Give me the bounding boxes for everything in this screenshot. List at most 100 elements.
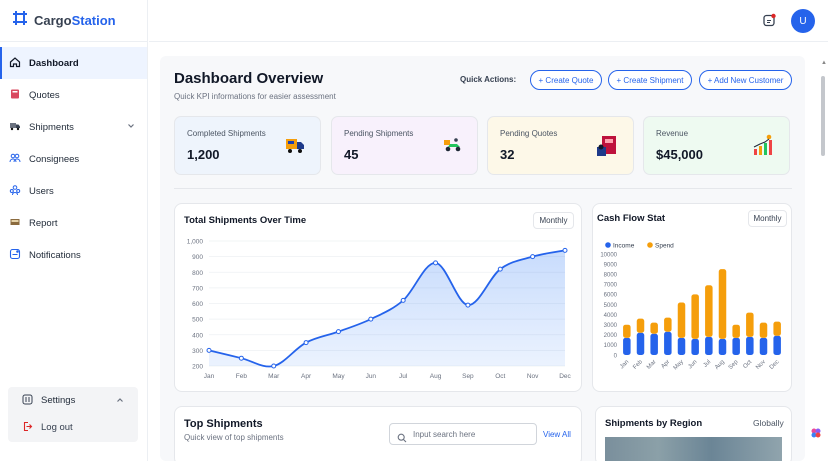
data-point [335,329,341,335]
scrollbar-thumb[interactable] [821,76,825,156]
create-shipment-button[interactable]: + Create Shipment [608,70,692,90]
view-all-link[interactable]: View All [543,430,571,439]
sidebar-item-dashboard[interactable]: Dashboard [0,47,147,79]
logout-button[interactable]: Log out [8,414,138,441]
y-tick-label: 800 [192,270,203,277]
kpi-completed-shipments[interactable]: Completed Shipments 1,200 [174,116,321,175]
total-shipments-title: Total Shipments Over Time [184,215,307,226]
region-scope-select[interactable]: Globally [753,418,784,428]
total-shipments-period-select[interactable]: Monthly [533,212,574,229]
delivery-scooter-icon [441,134,463,161]
scroll-up-icon[interactable]: ▲ [821,60,827,66]
shipment-search [389,423,537,445]
bar-segment [636,318,645,333]
sidebar-item-users[interactable]: Users [0,175,147,207]
data-point [271,363,277,369]
chevron-up-icon[interactable] [116,396,124,407]
data-point [530,254,536,260]
bar-segment [677,302,686,338]
x-tick-label: Jul [399,373,408,380]
kpi-title: Completed Shipments [187,129,266,138]
kpi-pending-shipments[interactable]: Pending Shipments 45 [331,116,478,175]
x-tick-label: Apr [660,359,671,370]
data-point [465,302,471,308]
brand-suffix: Station [71,13,116,28]
bar-segment [677,337,686,355]
y-tick-label: 500 [192,317,203,324]
search-input[interactable] [413,427,531,441]
page-subtitle: Quick KPI informations for easier assess… [174,92,336,101]
y-tick-label: 1000 [604,343,618,349]
shipments-by-region-title: Shipments by Region [605,418,703,429]
y-tick-label: 10000 [600,252,617,258]
bar-segment [650,322,658,334]
assistant-icon[interactable] [808,425,824,441]
legend-label: Spend [655,243,674,250]
x-tick-label: May [332,373,345,380]
kpi-title: Pending Shipments [344,129,414,138]
avatar[interactable]: U [791,9,815,33]
sidebar-item-notifications[interactable]: Notifications [0,239,147,271]
bar-segment [773,335,781,355]
logout-icon [22,421,33,435]
y-tick-label: 900 [192,254,203,261]
settings-menu[interactable]: Settings [8,387,138,414]
bar-segment [759,337,768,355]
logout-label: Log out [41,422,73,433]
bar-segment [650,333,658,355]
sidebar: CargoStation Dashboard Quotes Shipments … [0,0,148,461]
sidebar-item-quotes[interactable]: Quotes [0,79,147,111]
bar-segment [636,332,645,355]
scrollbar[interactable]: ▲ [820,56,827,461]
bar-segment [746,336,754,355]
delivery-truck-icon [284,134,306,161]
x-tick-label: Apr [301,373,312,380]
bar-segment [732,337,740,355]
x-tick-label: Sep [728,359,740,371]
y-tick-label: 9000 [604,262,618,268]
box-stack-icon [595,134,619,163]
x-tick-label: Mar [268,373,280,380]
legend-label: Income [613,243,635,250]
bar-segment [664,317,672,332]
chevron-down-icon[interactable] [127,122,135,133]
users-icon [9,184,21,199]
bar-segment [705,336,713,355]
brand[interactable]: CargoStation [0,0,147,42]
add-new-customer-button[interactable]: + Add New Customer [699,70,792,90]
cargo-logo-icon [12,10,28,31]
sidebar-item-report[interactable]: Report [0,207,147,239]
home-icon [9,56,21,71]
kpi-value: 45 [344,147,359,162]
kpi-value: 32 [500,147,515,162]
x-tick-label: Nov [527,373,539,380]
bar-segment [705,285,713,337]
cash-flow-period-select[interactable]: Monthly [748,210,787,227]
kpi-pending-quotes[interactable]: Pending Quotes 32 [487,116,634,175]
y-tick-label: 400 [192,332,203,339]
report-icon [9,216,21,231]
area-fill [209,250,565,367]
users-group-icon [9,152,21,167]
legend-marker [605,242,611,248]
series-line [208,249,566,368]
legend-marker [647,242,653,248]
world-map[interactable] [605,437,782,461]
kpi-value: 1,200 [187,147,220,162]
sidebar-item-label: Notifications [29,249,81,261]
truck-icon [9,120,21,135]
notification-bell-icon[interactable] [762,13,777,33]
bar-segment [664,331,672,355]
search-icon [397,430,407,448]
x-tick-label: Jun [366,373,377,380]
sidebar-item-shipments[interactable]: Shipments [0,111,147,143]
data-point [368,316,374,322]
kpi-value: $45,000 [656,147,703,162]
y-tick-label: 300 [192,348,203,355]
data-point [433,260,439,266]
create-quote-button[interactable]: + Create Quote [530,70,602,90]
sidebar-item-consignees[interactable]: Consignees [0,143,147,175]
total-shipments-chart: 200 300 400 500 600 700 800 900 1,000 Jan Feb Mar Ap… [187,239,572,381]
kpi-revenue[interactable]: Revenue $45,000 [643,116,790,175]
y-tick-label: 5000 [604,303,618,309]
